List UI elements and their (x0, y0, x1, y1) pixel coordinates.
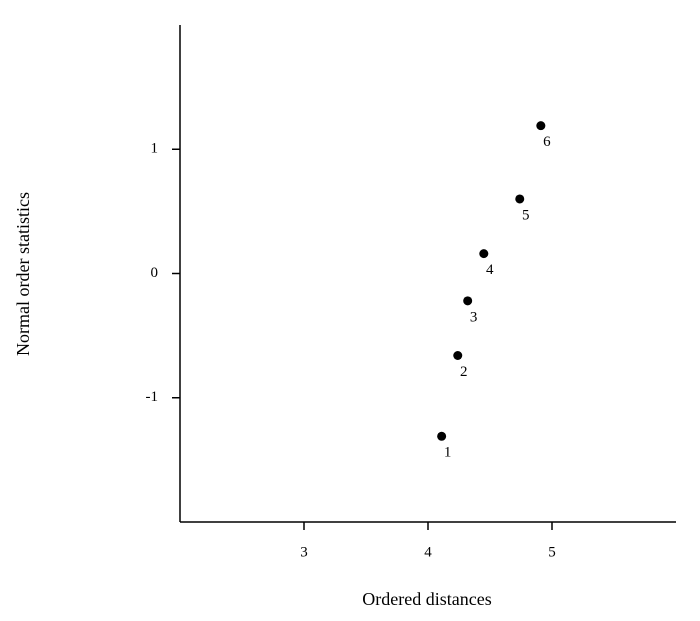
point-label: 6 (543, 134, 551, 150)
point (463, 296, 473, 306)
point-label: 5 (522, 207, 530, 223)
y-tick-label: -1 (146, 389, 159, 405)
point (536, 121, 546, 131)
point-label: 3 (470, 309, 478, 325)
x-tick-label: 5 (548, 544, 556, 560)
y-tick-label: 1 (151, 141, 159, 157)
y-tick-label: 0 (151, 265, 159, 281)
point (453, 351, 463, 361)
point-label: 4 (486, 262, 494, 278)
point (437, 431, 447, 441)
x-tick-label: 4 (424, 544, 432, 560)
point (515, 194, 525, 204)
point (479, 249, 489, 259)
y-axis-title: Normal order statistics (13, 192, 33, 356)
point-label: 1 (444, 445, 452, 461)
x-tick-label: 3 (300, 544, 308, 560)
x-axis-title: Ordered distances (362, 589, 491, 609)
point-label: 2 (460, 364, 468, 380)
